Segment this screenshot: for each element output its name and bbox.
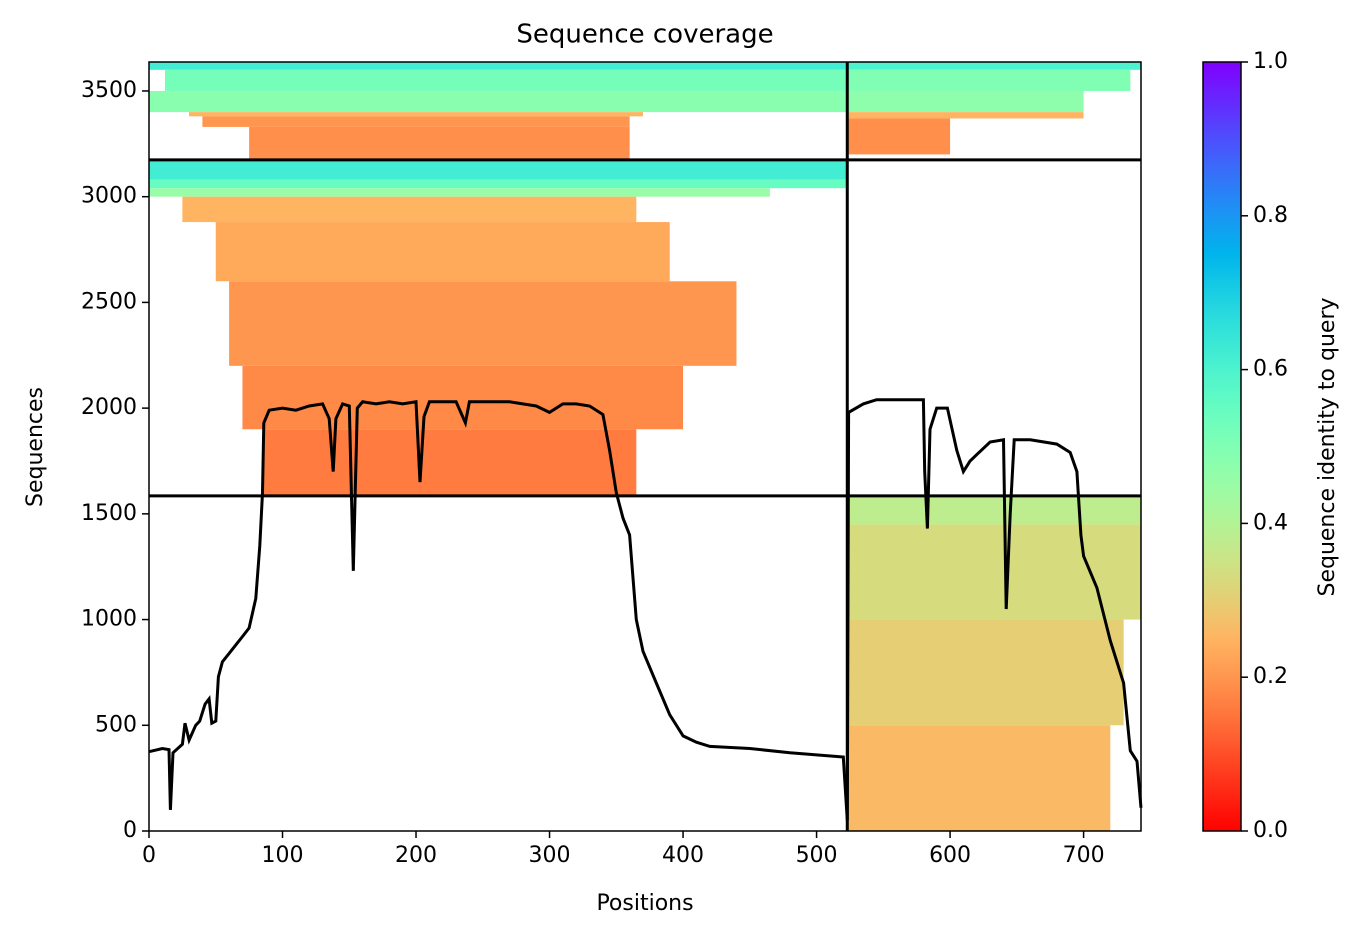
chart-title: Sequence coverage <box>516 20 773 50</box>
y-axis-label: Sequences <box>23 387 48 507</box>
coverage-block <box>149 62 848 70</box>
x-tick-label: 600 <box>929 843 971 868</box>
coverage-block <box>847 62 1141 70</box>
coverage-block <box>847 112 1084 119</box>
colorbar-tick-label: 0.4 <box>1253 510 1288 535</box>
colorbar-tick-label: 0.0 <box>1253 818 1288 843</box>
coverage-block <box>847 725 1111 831</box>
y-tick-label: 2000 <box>81 395 137 420</box>
colorbar-label: Sequence identity to query <box>1315 297 1340 596</box>
coverage-block <box>149 179 848 189</box>
coverage-block <box>847 619 1124 726</box>
y-tick-label: 1000 <box>81 607 137 632</box>
x-tick-label: 0 <box>142 843 156 868</box>
x-tick-label: 700 <box>1063 843 1105 868</box>
colorbar-tick-label: 0.6 <box>1253 357 1288 382</box>
colorbar <box>1202 61 1242 832</box>
x-tick-label: 300 <box>529 843 571 868</box>
coverage-block <box>149 188 770 197</box>
y-tick-label: 3000 <box>81 184 137 209</box>
y-tick-label: 1500 <box>81 501 137 526</box>
plot-frame <box>148 61 1142 832</box>
coverage-block <box>847 118 951 155</box>
coverage-block <box>847 90 1084 113</box>
x-tick-label: 200 <box>395 843 437 868</box>
y-tick-label: 500 <box>95 712 137 737</box>
colorbar-tick-label: 0.2 <box>1253 664 1288 689</box>
coverage-block <box>149 159 848 180</box>
coverage-block <box>229 281 737 366</box>
y-tick-label: 2500 <box>81 289 137 314</box>
coverage-block <box>189 112 643 117</box>
y-tick-label: 0 <box>123 818 137 843</box>
coverage-block <box>847 524 1141 620</box>
coverage-block <box>249 126 630 160</box>
coverage-block <box>182 196 637 223</box>
coverage-block <box>202 116 630 127</box>
x-axis-label: Positions <box>596 891 693 916</box>
colorbar-tick-label: 0.8 <box>1253 203 1288 228</box>
coverage-block <box>262 429 637 496</box>
colorbar-tick-label: 1.0 <box>1253 49 1288 74</box>
x-tick-label: 400 <box>662 843 704 868</box>
coverage-block <box>847 69 1131 91</box>
x-tick-label: 100 <box>262 843 304 868</box>
x-tick-label: 500 <box>796 843 838 868</box>
y-tick-label: 3500 <box>81 78 137 103</box>
coverage-block <box>149 90 848 113</box>
coverage-block <box>215 222 670 282</box>
coverage-block <box>165 69 848 91</box>
coverage-block <box>847 495 1141 525</box>
coverage-line <box>148 398 1143 821</box>
